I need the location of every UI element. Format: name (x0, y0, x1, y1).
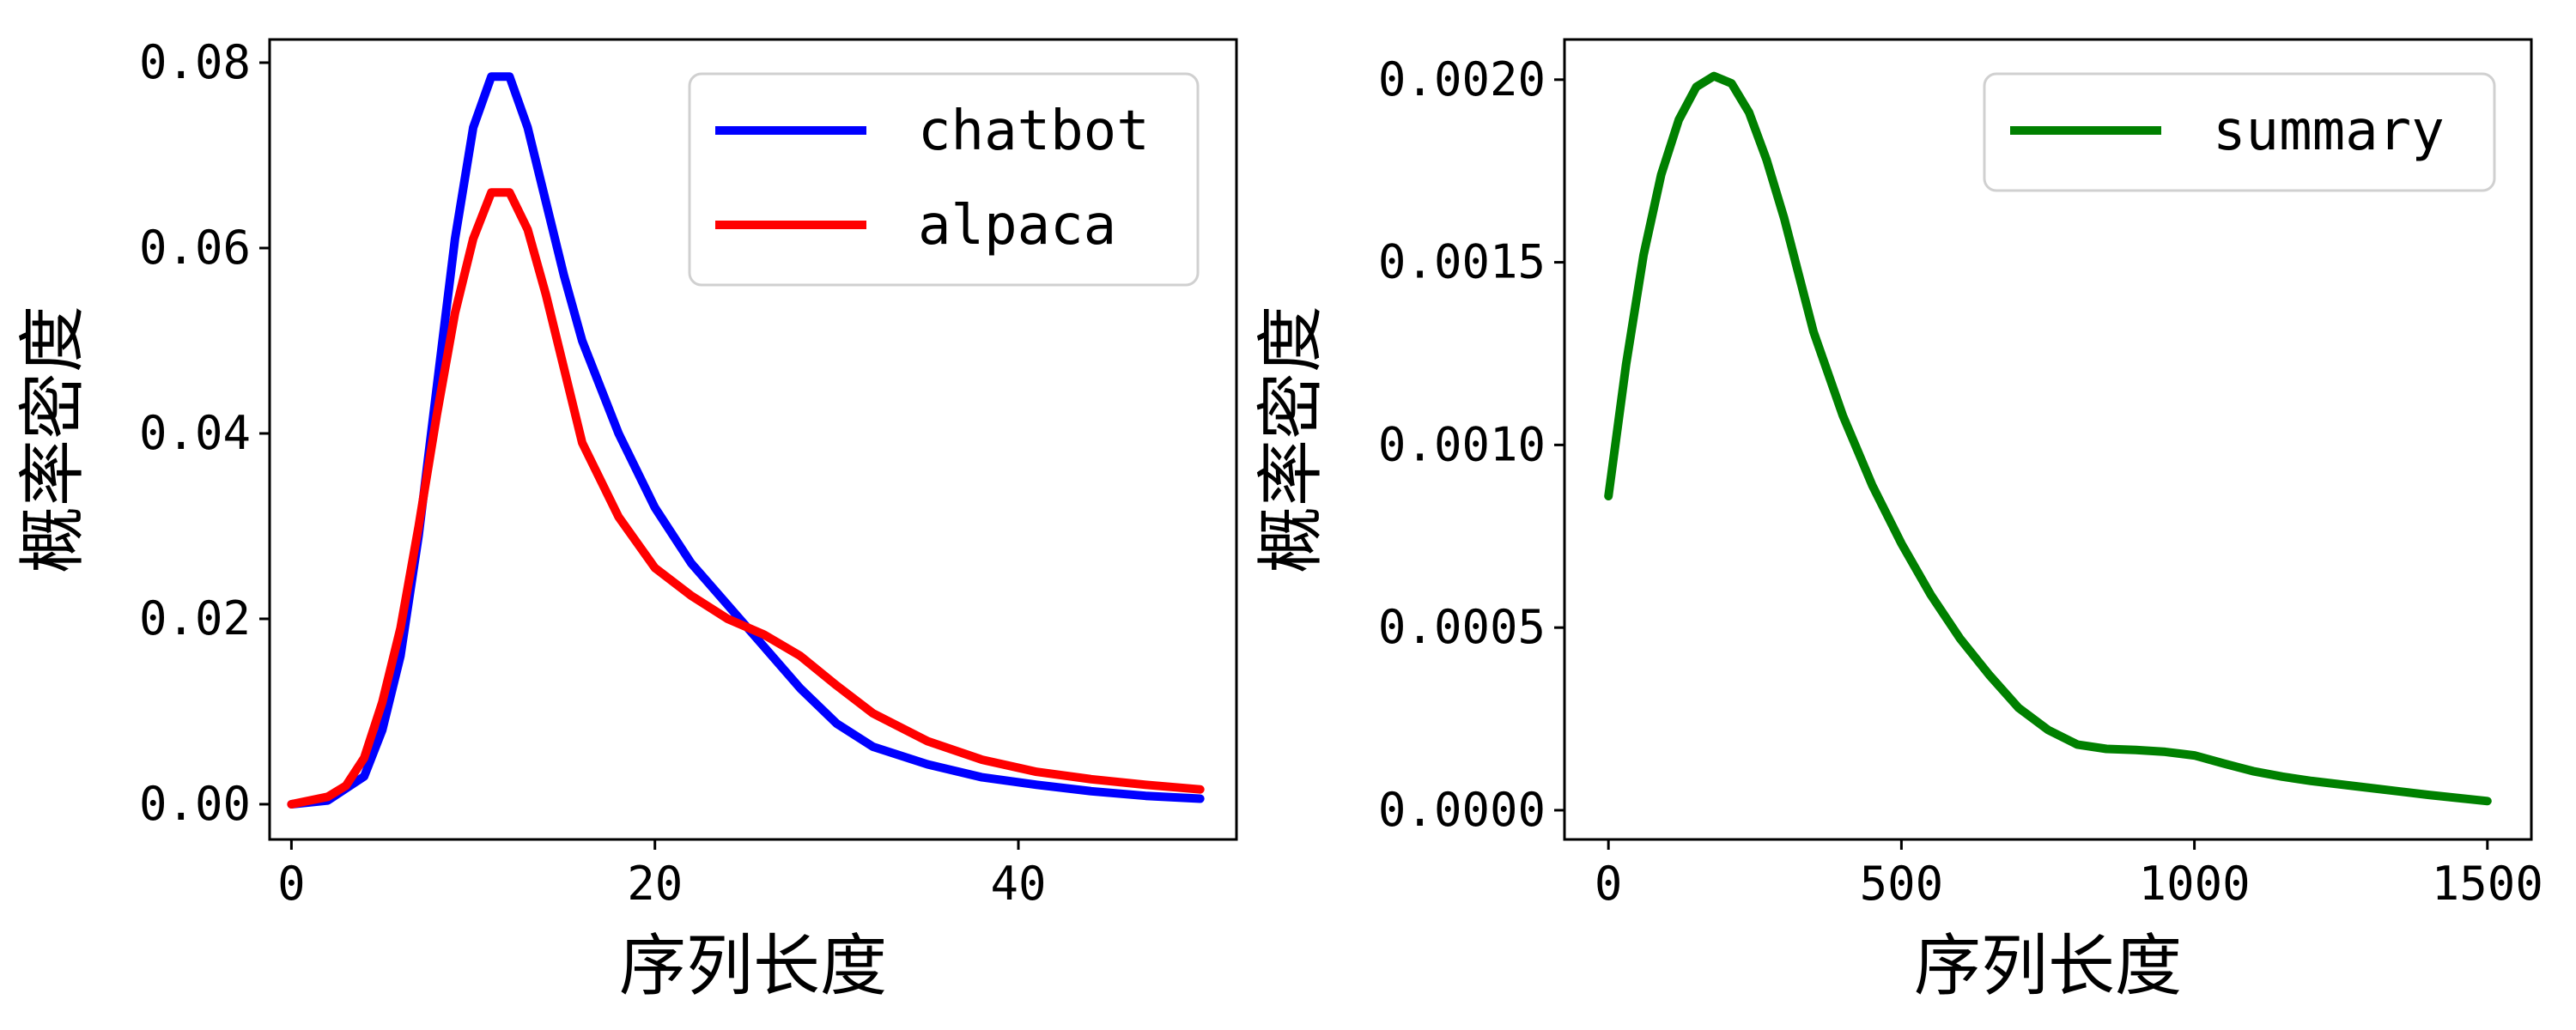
x-tick-label: 500 (1860, 857, 1944, 911)
plot-frame (268, 38, 1238, 841)
legend-box (1983, 72, 2496, 192)
y-tick-label: 0.06 (139, 221, 251, 275)
density-chart-left: 0 20 40 0.00 0.02 0.04 0.06 0.08 序列长度 概率密度 chatbot… (15, 35, 1238, 1005)
x-tick-label: 40 (990, 857, 1046, 911)
y-tick-label: 0.00 (139, 777, 251, 831)
series-line-alpaca (287, 188, 1205, 809)
y-tick-label: 0.0020 (1378, 52, 1546, 106)
y-axis-title: 概率密度 (15, 306, 92, 573)
y-tick-label: 0.02 (139, 591, 251, 645)
legend-label-alpaca: alpaca (918, 194, 1116, 258)
x-tick-label: 0 (1595, 857, 1623, 911)
legend-label-summary: summary (2213, 100, 2445, 163)
x-tick-label: 0 (277, 857, 306, 911)
y-tick-label: 0.0010 (1378, 417, 1546, 471)
x-tick-label: 20 (627, 857, 683, 911)
series-line-summary (1604, 71, 2492, 806)
y-tick-label: 0.0000 (1378, 783, 1546, 837)
x-axis-title: 序列长度 (1914, 928, 2182, 1005)
y-tick-label: 0.0005 (1378, 600, 1546, 654)
x-tick-label: 1000 (2139, 857, 2251, 911)
y-tick-label: 0.04 (139, 406, 251, 460)
y-tick-label: 0.0015 (1378, 235, 1546, 289)
density-chart-right: 0 500 1000 1500 0.0000 0.0005 0.0010 0.0015 0.00… (1253, 38, 2543, 1005)
y-tick-label: 0.08 (139, 35, 251, 89)
legend-label-chatbot: chatbot (918, 100, 1150, 163)
x-axis-title: 序列长度 (619, 928, 887, 1005)
y-axis-title: 概率密度 (1253, 306, 1330, 573)
plot-frame (1563, 38, 2533, 841)
x-tick-label: 1500 (2432, 857, 2543, 911)
